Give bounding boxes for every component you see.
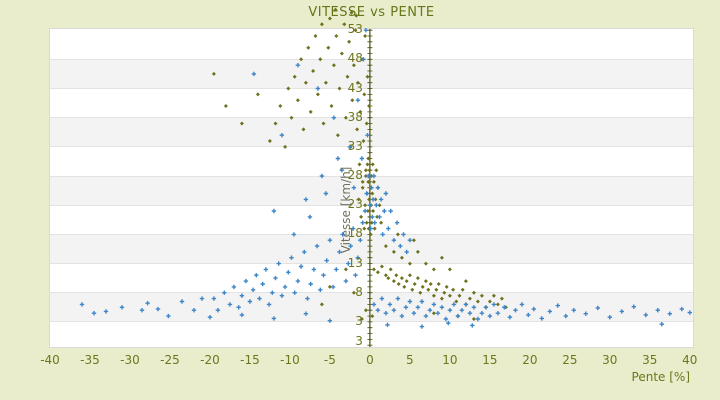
x-tick-label: -10 — [280, 353, 300, 367]
x-tick-label: -40 — [40, 353, 60, 367]
x-tick-label: 20 — [522, 353, 538, 367]
chart-title: VITESSE vs PENTE — [308, 5, 435, 20]
y-tick-label: 18 — [347, 226, 363, 241]
y-tick-label: 48 — [347, 51, 363, 66]
y-axis-bottom-label: 3 — [355, 334, 363, 348]
x-tick-label: -30 — [120, 353, 140, 367]
y-tick-label: 38 — [347, 109, 363, 124]
y-tick-label: 43 — [347, 80, 363, 95]
y-tick-label: 53 — [347, 22, 363, 37]
plot-area — [49, 7, 694, 348]
y-tick-label: 8 — [355, 284, 363, 299]
plot-band — [50, 88, 693, 118]
y-tick-label: 33 — [347, 138, 363, 153]
plot-band — [50, 205, 693, 235]
plot-band — [50, 321, 693, 347]
x-tick-label: 15 — [482, 353, 498, 367]
x-tick-label: 30 — [602, 353, 618, 367]
plot-band — [50, 176, 693, 206]
serie-olive-points — [211, 7, 508, 321]
y-axis-title: Vitesse [km/h] — [339, 166, 353, 254]
x-tick-label: -15 — [240, 353, 260, 367]
plot-band — [50, 117, 693, 147]
plot-band — [50, 263, 693, 293]
x-tick-label: -25 — [160, 353, 180, 367]
plot-band — [50, 234, 693, 264]
x-axis-title: Pente [%] — [631, 370, 690, 384]
x-tick-label: 0 — [366, 353, 374, 367]
plot-band — [50, 146, 693, 177]
x-tick-label: 25 — [562, 353, 578, 367]
x-tick-label: -20 — [200, 353, 220, 367]
y-tick-label: 23 — [347, 197, 363, 212]
y-tick-label: 13 — [347, 255, 363, 270]
x-tick-label: 35 — [642, 353, 658, 367]
plot-band — [50, 30, 693, 60]
x-tick-label: -5 — [323, 353, 336, 367]
y-tick-label: 28 — [347, 168, 363, 183]
x-tick-label: 5 — [406, 353, 414, 367]
plot-band — [50, 59, 693, 89]
x-tick-label: 40 — [682, 353, 698, 367]
x-tick-label: 10 — [442, 353, 458, 367]
x-tick-label: -35 — [80, 353, 100, 367]
serie-bleue-points — [79, 28, 692, 329]
y-tick-label: 3 — [355, 313, 363, 328]
scatter-svg — [79, 7, 692, 347]
